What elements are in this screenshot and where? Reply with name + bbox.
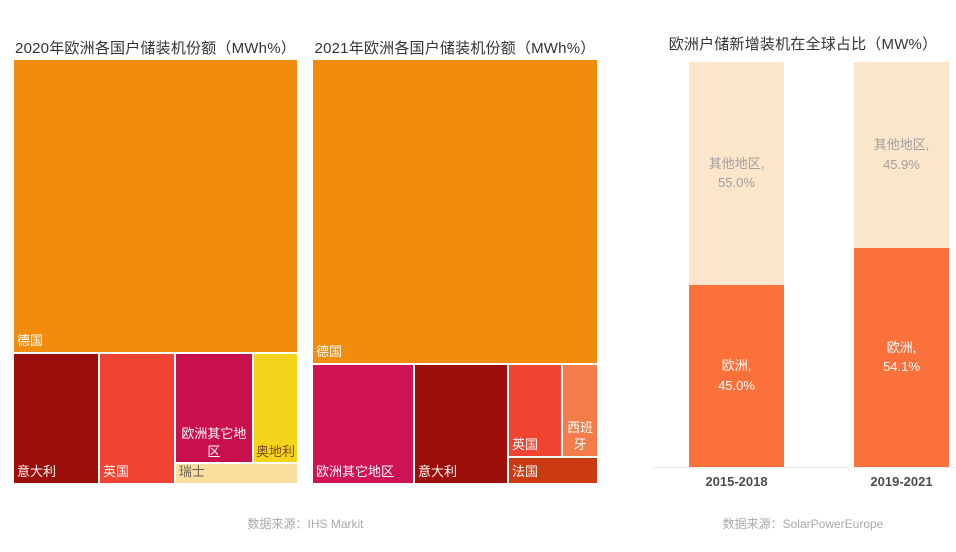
stacked-bar-2015-2018: 其他地区, 55.0% 欧洲, 45.0% — [689, 62, 784, 467]
bar-chart-title: 欧洲户储新增装机在全球占比（MW%） — [668, 36, 938, 53]
bar-segment-label: 欧洲, — [721, 358, 752, 374]
bar-segment-label: 其他地区, — [873, 137, 930, 153]
bar-segment-other: 其他地区, 55.0% — [689, 62, 784, 285]
bar-segment-label: 55.0% — [718, 175, 755, 191]
treemap-cell-label: 欧洲其它地区 — [316, 464, 395, 480]
treemap-cell-label: 瑞士 — [178, 464, 205, 480]
bar-segment-label: 欧洲, — [886, 339, 917, 355]
treemap-cell-label: 欧洲其它地区 — [181, 426, 247, 459]
treemap-cell-label: 英国 — [103, 464, 130, 480]
bar-segment-europe: 欧洲, 45.0% — [689, 284, 784, 467]
treemap-cell-spain: 西班牙 — [562, 364, 597, 456]
treemap-cell-other-europe: 欧洲其它地区 — [313, 364, 413, 483]
bar-segment-label: 45.9% — [883, 156, 920, 172]
treemap-cell-label: 英国 — [511, 437, 538, 453]
x-axis-line — [653, 467, 956, 468]
treemap-cell-label: 法国 — [511, 464, 538, 480]
treemap-cell-italy: 意大利 — [14, 353, 99, 483]
treemap-cell-label: 德国 — [316, 344, 343, 360]
treemap-cell-label: 意大利 — [417, 464, 457, 480]
x-axis-label: 2019-2021 — [870, 474, 933, 489]
treemap-cell-austria: 奥地利 — [253, 353, 297, 463]
treemap-cell-uk: 英国 — [508, 364, 561, 456]
treemap-cell-label: 德国 — [17, 333, 44, 349]
treemap-cell-other-europe: 欧洲其它地区 — [175, 353, 252, 463]
bar-segment-label: 45.0% — [718, 377, 755, 393]
treemap-cell-italy: 意大利 — [414, 364, 507, 483]
bar-segment-label: 其他地区, — [708, 155, 765, 171]
treemap-cell-france: 法国 — [508, 458, 597, 483]
treemap-2020: 德国意大利 英国 欧洲其它地区 奥地利瑞士 — [14, 60, 297, 483]
source-left: 数据来源：IHS Markit — [247, 517, 364, 531]
treemap-2021: 德国欧洲其它地区 意大利 英国 西班牙法国 — [313, 60, 597, 483]
treemap-cell-label: 西班牙 — [566, 419, 593, 453]
treemap-cell-germany: 德国 — [313, 60, 597, 363]
bar-segment-label: 54.1% — [883, 359, 920, 375]
bar-segment-europe: 欧洲, 54.1% — [854, 247, 949, 467]
treemap-cell-label: 奥地利 — [255, 443, 295, 459]
treemap-cell-switzerland: 瑞士 — [175, 464, 297, 483]
bar-segment-other: 其他地区, 45.9% — [854, 62, 949, 248]
x-axis-label: 2015-2018 — [705, 474, 768, 489]
treemap-cell-uk: 英国 — [100, 353, 174, 483]
stacked-bar-2019-2021: 其他地区, 45.9% 欧洲, 54.1% — [854, 62, 949, 467]
treemap-cell-germany: 德国 — [14, 60, 297, 352]
treemap-2020-title: 2020年欧洲各国户储装机份额（MWh%） — [15, 40, 296, 57]
treemap-cell-label: 意大利 — [17, 464, 57, 480]
source-right: 数据来源：SolarPowerEurope — [722, 517, 884, 531]
treemap-2021-title: 2021年欧洲各国户储装机份额（MWh%） — [314, 40, 596, 57]
